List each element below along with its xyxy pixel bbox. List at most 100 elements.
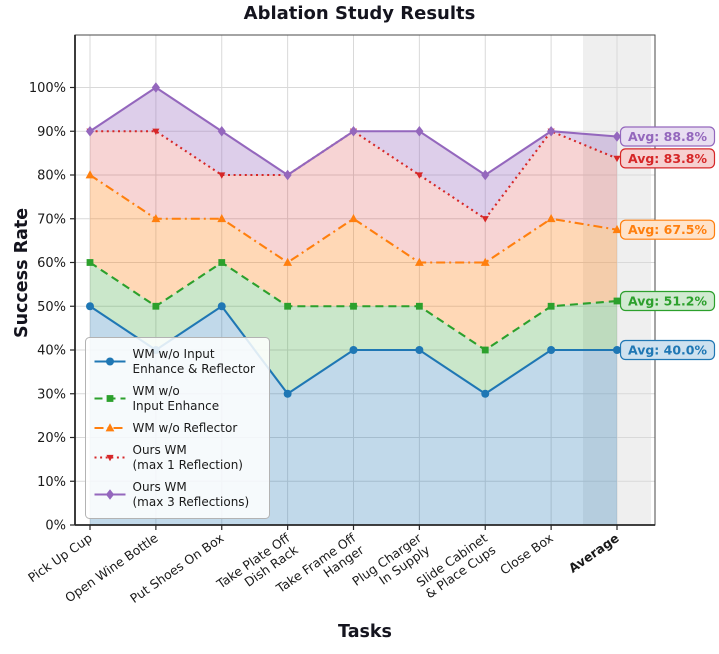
series-3-marker: [218, 172, 226, 179]
series-1-marker: [218, 259, 226, 266]
series-4-marker: [85, 126, 95, 137]
series-4-marker: [415, 126, 424, 137]
y-tick-label: 20%: [37, 431, 66, 446]
series-0-marker: [283, 389, 292, 398]
series-2: [85, 170, 622, 266]
series-4: [85, 82, 622, 181]
y-tick-label: 10%: [37, 475, 66, 490]
avg-badge-label: Avg: 88.8%: [628, 129, 708, 144]
legend-marker-2: [105, 423, 115, 432]
y-tick-label: 90%: [37, 125, 66, 140]
series-1: [86, 259, 621, 354]
series-3-marker: [481, 216, 489, 223]
avg-badge-frame: [619, 126, 716, 147]
avg-badge-bg: [620, 148, 715, 168]
avg-badge-bg: [620, 220, 715, 240]
x-tick-label: Average: [566, 530, 622, 575]
x-tick-label: Close Box: [497, 530, 556, 577]
avg-badge-frame: [619, 219, 716, 240]
series-area-4: [90, 87, 617, 219]
series-2-marker: [414, 257, 424, 266]
legend-label-2: WM w/o Reflector: [133, 421, 238, 435]
series-2-marker: [151, 213, 161, 223]
y-tick-label: 40%: [37, 344, 66, 359]
series-0-marker: [349, 346, 358, 354]
series-1-marker: [152, 302, 160, 310]
avg-badge-label: Avg: 51.2%: [628, 294, 708, 309]
legend-marker-3: [106, 454, 114, 462]
y-tick-label: 50%: [37, 300, 66, 315]
series-2-marker: [283, 257, 293, 266]
series-2-marker: [546, 213, 556, 223]
series-1-marker: [547, 302, 555, 310]
legend-label-3: Ours WM (max 1 Reflection): [133, 443, 243, 472]
legend-label-4: Ours WM (max 3 Reflections): [133, 480, 250, 509]
series-4-marker: [481, 169, 490, 181]
avg-badge-frame: [619, 148, 716, 169]
series-4-marker: [349, 126, 358, 137]
avg-badge-label: Avg: 83.8%: [628, 151, 708, 166]
series-4-marker: [612, 131, 622, 142]
avg-badge-4: Avg: 88.8%: [619, 126, 716, 147]
avg-badge-2: Avg: 67.5%: [619, 219, 716, 240]
series-4-marker: [283, 169, 292, 181]
series-line-2: [89, 174, 618, 264]
series-1-marker: [415, 302, 423, 310]
y-axis-label: Success Rate: [12, 207, 32, 338]
series-2-marker: [217, 213, 227, 223]
x-tick-label: Plug ChargerIn Supply: [349, 530, 433, 601]
series-2-marker: [349, 213, 358, 223]
series-2-marker: [612, 224, 622, 234]
series-3-marker: [415, 172, 423, 179]
series-4-marker: [151, 82, 160, 93]
series-0-marker: [86, 302, 94, 311]
legend: WM w/o Input Enhance & Reflector WM w/o Inp…: [85, 337, 270, 519]
avg-badge-label: Avg: 67.5%: [628, 222, 708, 237]
series-1-marker: [481, 346, 489, 354]
x-tick-label: Slide Cabinet& Place Cups: [414, 530, 499, 602]
series-0-marker: [613, 346, 621, 354]
legend-marker-4: [105, 489, 115, 500]
legend-marker-0: [106, 357, 114, 366]
series-1-marker: [284, 302, 292, 310]
series-0-marker: [547, 346, 556, 354]
series-area-3: [90, 131, 617, 263]
avg-badge-0: Avg: 40.0%: [619, 339, 716, 361]
avg-badge-bg: [620, 291, 715, 311]
y-tick-label: 100%: [29, 81, 66, 96]
y-tick-label: 60%: [37, 256, 66, 271]
series-1-marker: [86, 259, 94, 266]
y-tick-label: 0%: [45, 519, 66, 534]
series-3-marker: [613, 155, 621, 163]
avg-badge-frame: [619, 290, 716, 312]
series-0-marker: [481, 389, 490, 398]
legend-label-0: WM w/o Input Enhance & Reflector: [133, 347, 255, 376]
series-2-marker: [480, 257, 490, 266]
series-0-marker: [415, 346, 424, 354]
avg-badge-1: Avg: 51.2%: [619, 290, 716, 312]
avg-badge-bg: [620, 340, 715, 360]
series-4-marker: [217, 126, 226, 137]
avg-badge-frame: [619, 339, 716, 361]
series-2-marker: [85, 170, 95, 179]
legend-label-1: WM w/o Input Enhance: [133, 384, 220, 413]
avg-badge-label: Avg: 40.0%: [628, 343, 708, 358]
series-0-marker: [217, 302, 226, 311]
series-1-marker: [613, 297, 621, 305]
x-tick-label: Take Plate OffDish Rack: [213, 530, 301, 604]
avg-badge-bg: [620, 127, 715, 146]
x-axis-label: Tasks: [338, 622, 392, 642]
series-1-marker: [350, 302, 357, 310]
y-tick-label: 70%: [37, 212, 66, 227]
legend-box: [85, 337, 270, 519]
series-4-marker: [547, 126, 556, 137]
legend-marker-1: [106, 395, 114, 402]
y-tick-label: 30%: [37, 387, 66, 402]
y-tick-label: 80%: [37, 169, 66, 184]
avg-badge-3: Avg: 83.8%: [619, 148, 716, 169]
series-3-marker: [152, 128, 160, 136]
series-area-1: [90, 262, 617, 394]
series-line-3: [90, 129, 618, 221]
